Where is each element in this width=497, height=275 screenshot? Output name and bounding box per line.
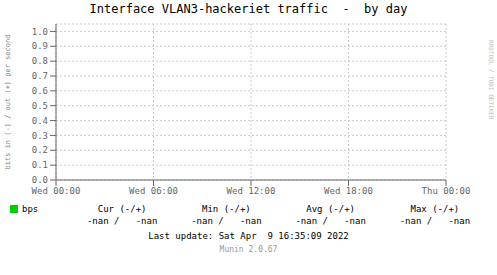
- svg-text:0.9: 0.9: [32, 41, 48, 51]
- html-text:Cur (-/+): Cur (-/+): [97, 204, 147, 214]
- svg-text:0.6: 0.6: [32, 86, 48, 96]
- svg-text:Wed 06:00: Wed 06:00: [129, 186, 178, 196]
- html-text:RRDTOOL / TOBI OETIKER: RRDTOOL / TOBI OETIKER: [488, 40, 495, 120]
- html-text:Min (-/+): Min (-/+): [202, 204, 251, 214]
- svg-text:0.4: 0.4: [32, 116, 48, 126]
- html-text:-nan / -nan: -nan / -nan: [191, 216, 262, 226]
- svg-text:Wed 00:00: Wed 00:00: [32, 186, 81, 196]
- html-text:bps: bps: [22, 204, 39, 214]
- html-text:Interface VLAN3-hackeriet traf: Interface VLAN3-hackeriet traffic - by d…: [89, 2, 408, 16]
- svg-text:0.1: 0.1: [32, 160, 48, 170]
- svg-text:1.0: 1.0: [32, 27, 48, 37]
- svg-text:0.0: 0.0: [32, 175, 48, 185]
- html-text:Last update: Sat Apr 9 16:35:0: Last update: Sat Apr 9 16:35:09 2022: [148, 231, 349, 241]
- svg-text:Wed 18:00: Wed 18:00: [324, 186, 373, 196]
- svg-text:Thu 00:00: Thu 00:00: [422, 186, 471, 196]
- html-text:-nan / -nan: -nan / -nan: [295, 216, 366, 226]
- svg-text:0.7: 0.7: [32, 71, 48, 81]
- svg-text:0.3: 0.3: [32, 131, 48, 141]
- html-text:Avg (-/+): Avg (-/+): [306, 204, 355, 214]
- svg-text:0.2: 0.2: [32, 145, 48, 155]
- html-text:Munin 2.0.67: Munin 2.0.67: [219, 245, 278, 254]
- svg-text:0.5: 0.5: [32, 101, 48, 111]
- html-text:-nan / -nan: -nan / -nan: [86, 216, 158, 226]
- svg-text:0.8: 0.8: [32, 56, 48, 66]
- html-text:-nan / -nan: -nan / -nan: [399, 216, 471, 226]
- svg-text:bits in (-) / out (+) per seco: bits in (-) / out (+) per second: [8, 35, 12, 170]
- html-text:Max (-/+): Max (-/+): [410, 204, 460, 214]
- svg-text:Wed 12:00: Wed 12:00: [227, 186, 276, 196]
